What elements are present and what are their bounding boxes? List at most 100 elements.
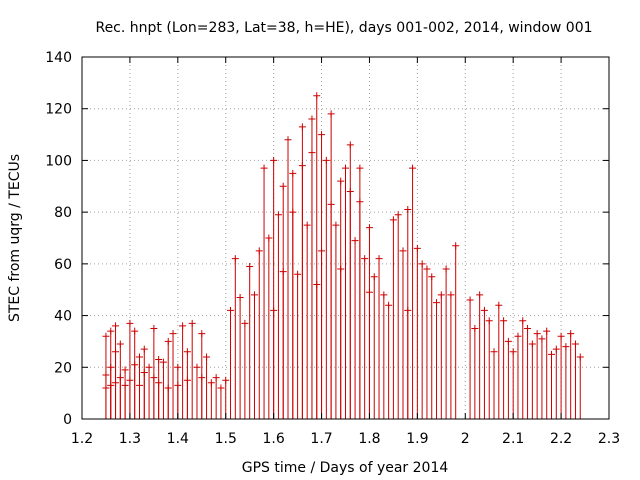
x-tick-label: 1.4 [167, 431, 189, 447]
data-point [135, 381, 143, 389]
data-point [562, 343, 570, 351]
data-point [294, 270, 302, 278]
data-point [183, 376, 191, 384]
data-point [337, 177, 345, 185]
data-point [217, 384, 225, 392]
data-point [480, 306, 488, 314]
data-point [116, 374, 124, 382]
data-point [447, 291, 455, 299]
data-point [380, 291, 388, 299]
x-tick-label: 1.2 [71, 431, 93, 447]
data-point [404, 206, 412, 214]
data-point [303, 221, 311, 229]
data-point [533, 330, 541, 338]
data-point [552, 345, 560, 353]
data-point [500, 317, 508, 325]
data-point [222, 376, 230, 384]
data-point [250, 291, 258, 299]
data-point [289, 169, 297, 177]
data-point [284, 136, 292, 144]
y-tick-label: 140 [45, 50, 72, 66]
data-point [279, 268, 287, 276]
data-point [112, 379, 120, 387]
x-tick-label: 2.2 [550, 431, 572, 447]
data-point [298, 162, 306, 170]
data-point [399, 247, 407, 255]
data-point [107, 381, 115, 389]
data-series [102, 92, 584, 419]
data-point [413, 244, 421, 252]
data-point [409, 164, 417, 172]
x-axis-label: GPS time / Days of year 2014 [242, 460, 449, 476]
data-point [509, 348, 517, 356]
data-point [255, 247, 263, 255]
data-point [375, 255, 383, 263]
data-point [207, 379, 215, 387]
data-point [337, 265, 345, 273]
data-point [169, 330, 177, 338]
data-point [423, 265, 431, 273]
data-point [433, 299, 441, 307]
x-tick-label: 2 [461, 431, 470, 447]
y-tick-label: 120 [45, 102, 72, 118]
y-tick-label: 80 [54, 205, 72, 221]
data-point [576, 353, 584, 361]
data-point [308, 115, 316, 123]
data-point [183, 348, 191, 356]
data-point [471, 325, 479, 332]
data-point [102, 332, 110, 340]
data-point [198, 330, 206, 338]
data-point [490, 348, 498, 356]
data-point [164, 337, 172, 345]
data-point [121, 366, 129, 374]
data-point [270, 156, 278, 164]
data-point [346, 187, 354, 195]
data-point [203, 353, 211, 361]
data-point [322, 156, 330, 164]
data-point [543, 327, 551, 335]
data-point [318, 131, 326, 139]
data-point [528, 340, 536, 348]
data-point [126, 319, 134, 327]
data-point [346, 141, 354, 149]
data-point [327, 110, 335, 118]
x-tick-label: 2.1 [502, 431, 524, 447]
x-tick-label: 1.6 [263, 431, 285, 447]
data-point [385, 301, 393, 309]
data-point [365, 224, 373, 232]
data-point [567, 330, 575, 338]
data-point [227, 306, 235, 314]
data-point [557, 332, 565, 340]
data-point [174, 381, 182, 389]
data-point [112, 348, 120, 356]
data-point [279, 182, 287, 190]
data-point [265, 234, 273, 242]
data-point [514, 332, 522, 340]
data-point [365, 288, 373, 296]
data-point [145, 363, 153, 371]
data-point [102, 371, 110, 379]
data-point [131, 327, 139, 335]
data-point [140, 345, 148, 353]
data-point [389, 216, 397, 224]
data-point [476, 291, 484, 299]
x-tick-label: 1.3 [119, 431, 141, 447]
x-tick-label: 1.5 [215, 431, 237, 447]
data-point [274, 211, 282, 219]
data-point [112, 322, 120, 330]
data-point [571, 340, 579, 348]
data-point [548, 350, 556, 358]
y-axis-label: STEC from uqrg / TECUs [7, 154, 23, 322]
data-point [102, 384, 110, 392]
data-point [107, 363, 115, 371]
data-point [404, 306, 412, 314]
data-point [241, 319, 249, 327]
data-point [504, 337, 512, 345]
y-tick-label: 40 [54, 309, 72, 325]
data-point [212, 374, 220, 382]
data-point [418, 260, 426, 268]
data-point [452, 242, 460, 250]
data-point [361, 255, 369, 263]
data-point [308, 149, 316, 157]
data-point [332, 221, 340, 229]
